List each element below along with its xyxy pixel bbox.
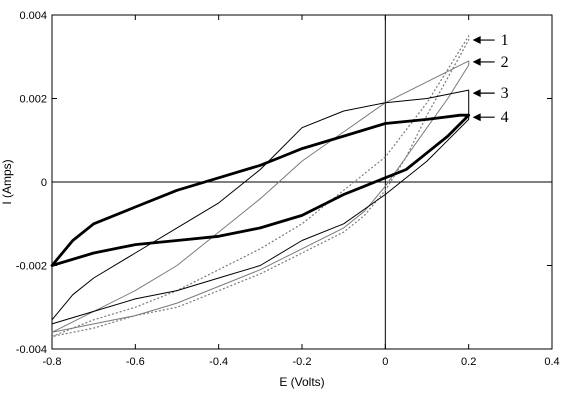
series-1-line <box>51 35 470 338</box>
x-tick-label: -0.4 <box>209 356 228 368</box>
curve-label-arrowhead <box>472 113 481 122</box>
x-axis: -0.8 -0.6 -0.4 -0.2 0 0.2 0.4 <box>43 15 560 368</box>
x-tick-label: 0.2 <box>461 356 476 368</box>
series-2-line <box>51 60 470 333</box>
curve-label-3: 3 <box>501 85 509 102</box>
series-4-line <box>50 113 471 267</box>
curve-label-arrowhead <box>472 57 481 66</box>
y-tick-label: -0.002 <box>16 261 47 273</box>
reference-lines <box>52 15 552 349</box>
curve-labels: 1 2 3 4 <box>472 32 509 126</box>
y-tick-label: 0 <box>41 177 47 189</box>
y-axis: -0.004 -0.002 0 0.002 0.004 <box>16 10 552 356</box>
x-tick-label: -0.8 <box>43 356 62 368</box>
x-axis-title: E (Volts) <box>279 375 324 389</box>
x-tick-label: -0.2 <box>293 356 312 368</box>
series-layer <box>50 35 471 338</box>
series-3-line <box>51 89 470 325</box>
curve-label-arrowhead <box>472 36 481 45</box>
curve-label-4: 4 <box>501 109 509 126</box>
x-tick-label: 0 <box>382 356 388 368</box>
y-tick-label: -0.004 <box>16 344 47 356</box>
x-tick-label: -0.6 <box>126 356 145 368</box>
x-tick-label: 0.4 <box>544 356 559 368</box>
curve-label-1: 1 <box>501 32 509 49</box>
y-tick-label: 0.004 <box>19 10 47 22</box>
y-axis-title: I (Amps) <box>0 159 14 204</box>
y-tick-label: 0.002 <box>19 94 47 106</box>
curve-label-2: 2 <box>501 54 509 71</box>
curve-label-arrowhead <box>472 89 481 98</box>
